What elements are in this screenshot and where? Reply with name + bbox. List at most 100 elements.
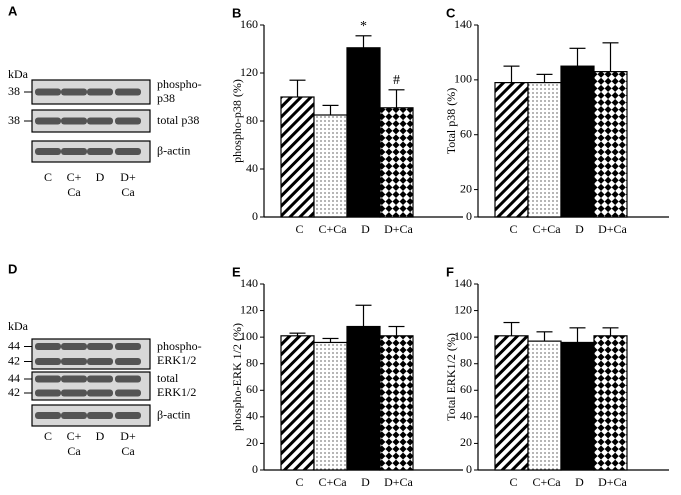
blot-band <box>61 358 87 365</box>
row-label: β-actin <box>157 143 190 157</box>
marker-label: 38 <box>8 113 20 127</box>
y-tick-label: 160 <box>240 17 258 31</box>
y-tick-label: 100 <box>454 72 472 86</box>
blot-band <box>87 148 113 155</box>
bar <box>494 81 529 218</box>
y-tick-label: 80 <box>460 355 472 369</box>
lane-label: D+ <box>120 429 136 443</box>
x-tick-label: D+Ca <box>598 475 627 489</box>
blot-band <box>61 412 87 419</box>
blot-band <box>61 117 87 125</box>
blot-band <box>115 117 141 125</box>
row-label: total p38 <box>157 113 199 127</box>
bar <box>280 96 315 218</box>
x-tick-label: C+Ca <box>318 475 347 489</box>
lane-label: D <box>96 170 105 184</box>
blot-band <box>87 358 113 365</box>
y-tick-label: 40 <box>460 409 472 423</box>
bar <box>280 335 315 471</box>
bar <box>379 335 414 471</box>
bar <box>346 325 381 471</box>
x-tick-label: C+Ca <box>318 222 347 236</box>
panel-letter: D <box>8 261 17 276</box>
y-axis-label: Total ERK1/2 (%) <box>444 333 458 421</box>
x-tick-label: C <box>509 475 517 489</box>
lane-label: D <box>96 429 105 443</box>
y-tick-label: 40 <box>246 161 258 175</box>
y-tick-label: 0 <box>466 462 472 476</box>
blot-band <box>87 117 113 125</box>
bar <box>313 341 348 471</box>
blot-band <box>35 358 61 365</box>
marker-label: 42 <box>8 353 20 367</box>
bar <box>593 71 628 218</box>
y-tick-label: 100 <box>240 329 258 343</box>
marker-label: 42 <box>8 385 20 399</box>
row-label: phospho- <box>157 77 202 91</box>
blot-band <box>35 389 61 397</box>
y-tick-label: 120 <box>240 65 258 79</box>
blot-band <box>61 375 87 383</box>
lane-label: D+ <box>120 170 136 184</box>
x-tick-label: D <box>575 475 584 489</box>
y-tick-label: 140 <box>454 276 472 290</box>
panel-letter: F <box>446 264 454 279</box>
blot-band <box>87 412 113 419</box>
y-axis-label: Total p38 (%) <box>444 88 458 154</box>
panel-letter: B <box>232 5 241 20</box>
x-tick-label: C <box>509 222 517 236</box>
lane-label: Ca <box>121 185 135 199</box>
y-tick-label: 60 <box>460 382 472 396</box>
blot-band <box>115 412 141 419</box>
x-tick-label: C+Ca <box>532 475 561 489</box>
blot-band <box>35 117 61 125</box>
blot-band <box>35 412 61 419</box>
bar <box>560 65 595 218</box>
y-tick-label: 20 <box>460 181 472 195</box>
y-tick-label: 100 <box>454 329 472 343</box>
y-tick-label: 80 <box>246 355 258 369</box>
x-tick-label: D+Ca <box>384 222 413 236</box>
y-tick-label: 40 <box>246 409 258 423</box>
x-tick-label: C <box>295 222 303 236</box>
bar <box>593 335 628 471</box>
row-label: phospho- <box>157 339 202 353</box>
y-tick-label: 0 <box>466 209 472 223</box>
y-tick-label: 120 <box>454 302 472 316</box>
y-tick-label: 20 <box>246 435 258 449</box>
row-label: total <box>157 371 179 385</box>
row-label: ERK1/2 <box>157 353 196 367</box>
row-label: ERK1/2 <box>157 385 196 399</box>
x-tick-label: D <box>361 222 370 236</box>
panel-letter: E <box>232 264 241 279</box>
blot-band <box>115 88 141 96</box>
blot-band <box>35 343 61 350</box>
bar <box>346 47 381 218</box>
x-tick-label: C+Ca <box>532 222 561 236</box>
blot-band <box>35 375 61 383</box>
x-tick-label: C <box>295 475 303 489</box>
x-tick-label: D <box>361 475 370 489</box>
y-tick-label: 120 <box>240 302 258 316</box>
bar <box>494 335 529 471</box>
bar <box>527 340 562 471</box>
y-tick-label: 20 <box>460 435 472 449</box>
blot-band <box>115 358 141 365</box>
y-tick-label: 140 <box>240 276 258 290</box>
unit-label: kDa <box>8 319 29 333</box>
y-tick-label: 60 <box>460 126 472 140</box>
blot-band <box>115 375 141 383</box>
y-tick-label: 140 <box>454 17 472 31</box>
y-tick-label: 80 <box>246 113 258 127</box>
marker-label: 38 <box>8 84 20 98</box>
bar <box>379 107 414 218</box>
row-label: β-actin <box>157 407 190 421</box>
blot-band <box>35 88 61 96</box>
annotation: # <box>393 73 400 88</box>
blot-band <box>61 343 87 350</box>
x-tick-label: D <box>575 222 584 236</box>
lane-label: C <box>44 429 52 443</box>
bar <box>313 114 348 218</box>
bar <box>527 81 562 218</box>
